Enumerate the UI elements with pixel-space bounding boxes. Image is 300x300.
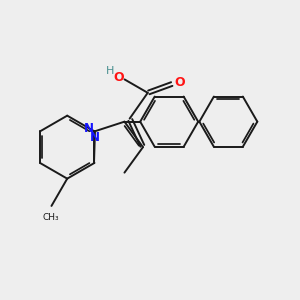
Text: O: O [174,76,185,88]
Text: O: O [114,71,124,84]
Text: N: N [89,131,100,144]
Text: N: N [84,122,94,135]
Text: CH₃: CH₃ [43,212,59,221]
Text: H: H [106,66,115,76]
